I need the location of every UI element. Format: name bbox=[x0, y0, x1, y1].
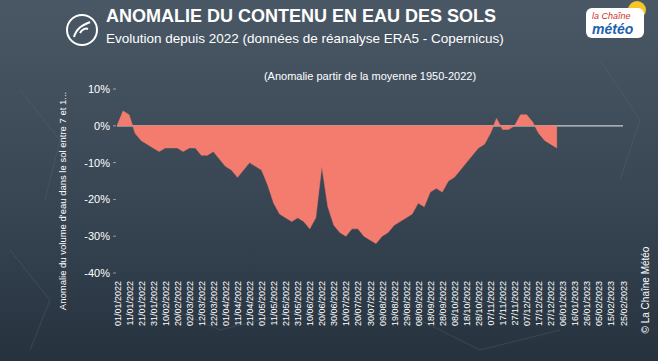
x-tick-label: 29/08/2022 bbox=[402, 281, 412, 326]
x-tick-label: 27/12/2022 bbox=[546, 281, 556, 326]
logo-text: météo bbox=[592, 21, 634, 37]
credit: © La Chaîne Météo bbox=[640, 246, 651, 333]
x-tick-label: 28/09/2022 bbox=[438, 281, 448, 326]
x-tick-label: 12/03/2022 bbox=[197, 281, 207, 326]
chart: ANOMALIE DU CONTENU EN EAU DES SOLS Evolu… bbox=[0, 0, 658, 361]
y-tick-label: -30% bbox=[84, 230, 110, 242]
x-tick-label: 26/01/2023 bbox=[582, 281, 592, 326]
x-tick-label: 21/01/2022 bbox=[137, 281, 147, 326]
x-tick-label: 02/03/2022 bbox=[185, 281, 195, 326]
y-axis-label: Anomalie du volume d'eau dans le sol ent… bbox=[57, 92, 68, 310]
y-tick-label: -20% bbox=[84, 193, 110, 205]
x-tick-label: 22/03/2022 bbox=[209, 281, 219, 326]
x-tick-label: 30/06/2022 bbox=[329, 281, 339, 326]
x-tick-label: 11/04/2022 bbox=[233, 281, 243, 325]
x-tick-label: 10/06/2022 bbox=[305, 281, 315, 326]
background bbox=[0, 0, 658, 361]
x-tick-label: 21/05/2022 bbox=[281, 281, 291, 326]
x-tick-label: 18/09/2022 bbox=[426, 281, 436, 326]
texture-crack bbox=[20, 90, 60, 200]
x-tick-label: 17/11/2022 bbox=[498, 281, 508, 325]
header-icon-ring bbox=[67, 15, 97, 45]
x-tick-label: 06/01/2023 bbox=[558, 281, 568, 326]
header-icon bbox=[67, 15, 97, 45]
y-tick bbox=[113, 125, 116, 126]
texture-crack bbox=[600, 60, 640, 180]
x-tick-label: 31/01/2022 bbox=[149, 281, 159, 326]
x-tick-label: 07/12/2022 bbox=[522, 281, 532, 326]
y-tick-label: -10% bbox=[84, 157, 110, 169]
x-tick-label: 17/12/2022 bbox=[534, 281, 544, 326]
y-tick-label: -40% bbox=[84, 267, 110, 279]
x-tick-label: 21/04/2022 bbox=[245, 281, 255, 326]
x-tick-label: 01/01/2022 bbox=[113, 281, 123, 326]
x-tick-label: 09/08/2022 bbox=[378, 281, 388, 326]
area bbox=[117, 111, 557, 243]
logo-text: la Chaîne bbox=[592, 11, 631, 21]
title: ANOMALIE DU CONTENU EN EAU DES SOLS bbox=[106, 6, 496, 26]
y-tick bbox=[113, 273, 116, 274]
x-tick-label: 27/11/2022 bbox=[510, 281, 520, 325]
x-tick-label: 01/04/2022 bbox=[221, 281, 231, 326]
y-tick bbox=[113, 236, 116, 237]
x-tick-label: 19/08/2022 bbox=[390, 281, 400, 326]
x-tick-label: 25/02/2023 bbox=[619, 281, 629, 326]
texture-crack bbox=[10, 250, 50, 350]
x-tick-label: 18/10/2022 bbox=[462, 281, 472, 326]
note: (Anomalie partir de la moyenne 1950-2022… bbox=[264, 70, 476, 82]
y-tick-label: 0% bbox=[94, 120, 110, 132]
x-tick-label: 05/02/2023 bbox=[594, 281, 604, 326]
y-tick-label: 10% bbox=[88, 83, 110, 95]
x-tick-label: 30/07/2022 bbox=[366, 281, 376, 326]
x-tick-label: 28/10/2022 bbox=[474, 281, 484, 326]
x-tick-label: 15/02/2023 bbox=[606, 281, 616, 326]
x-tick-label: 08/10/2022 bbox=[450, 281, 460, 326]
x-tick-label: 11/05/2022 bbox=[269, 281, 279, 325]
x-tick-label: 11/01/2022 bbox=[125, 281, 135, 325]
logo-box bbox=[586, 8, 644, 38]
texture bbox=[10, 60, 640, 350]
x-tick-label: 07/11/2022 bbox=[486, 281, 496, 325]
x-tick-label: 20/07/2022 bbox=[353, 281, 363, 326]
x-tick-label: 16/01/2023 bbox=[570, 281, 580, 326]
x-tick-label: 10/02/2022 bbox=[161, 281, 171, 326]
x-tick-label: 01/05/2022 bbox=[257, 281, 267, 326]
y-axis: -40% -30% -20% -10% 0% 10% bbox=[84, 83, 116, 279]
x-tick-label: 20/02/2022 bbox=[173, 281, 183, 326]
y-tick bbox=[113, 162, 116, 163]
header-icon-leaf bbox=[74, 22, 90, 37]
y-tick bbox=[113, 199, 116, 200]
subtitle: Evolution depuis 2022 (données de réanal… bbox=[106, 31, 504, 46]
logo: la Chaînemétéo bbox=[586, 1, 646, 38]
plot-area bbox=[117, 111, 557, 243]
x-axis: 01/01/202211/01/202221/01/202231/01/2022… bbox=[113, 281, 629, 326]
x-tick-label: 31/05/2022 bbox=[293, 281, 303, 326]
x-tick-label: 20/06/2022 bbox=[317, 281, 327, 326]
y-tick bbox=[113, 89, 116, 90]
x-tick-label: 10/07/2022 bbox=[341, 281, 351, 326]
x-tick-label: 08/09/2022 bbox=[414, 281, 424, 326]
